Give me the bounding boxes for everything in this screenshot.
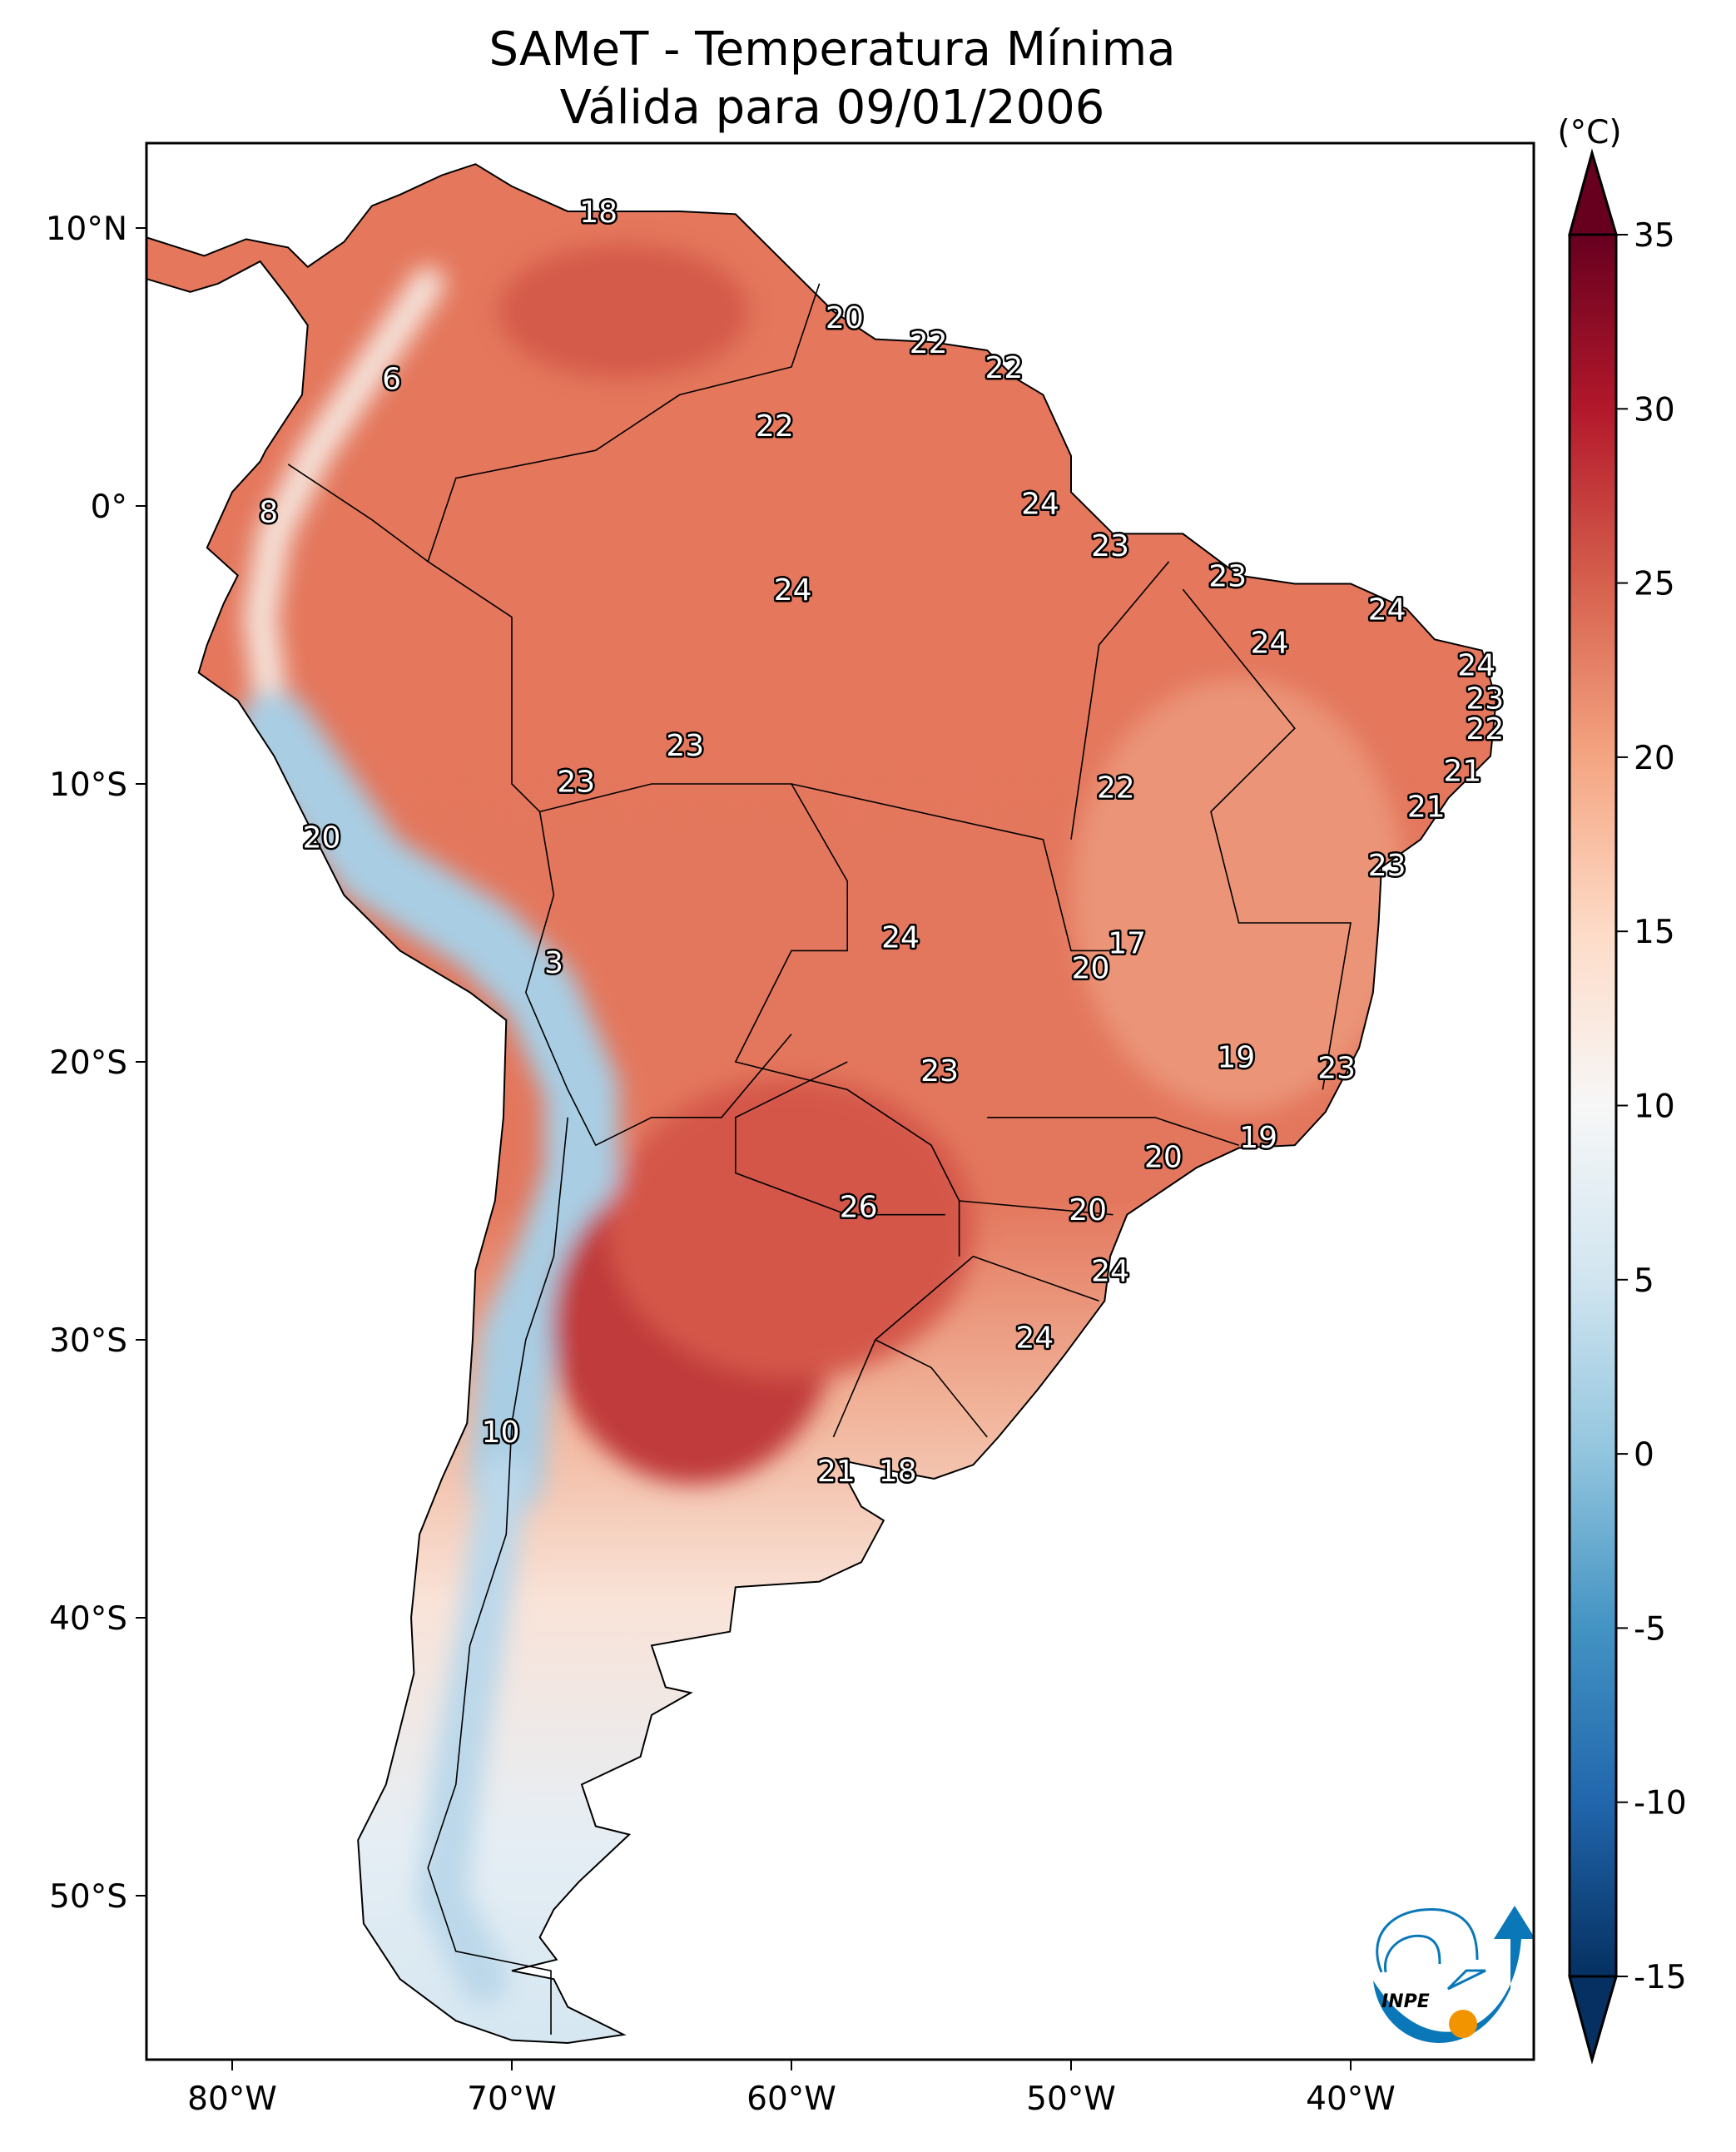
station-label: 23 bbox=[666, 729, 704, 763]
station-label: 23 bbox=[1317, 1052, 1356, 1086]
northern-andes-cool bbox=[243, 266, 445, 746]
x-tick-label: 40°W bbox=[1306, 2080, 1396, 2118]
station-label: 26 bbox=[840, 1191, 878, 1225]
station-label: 24 bbox=[1091, 1255, 1129, 1289]
colorbar: (°C) 35 30 25 20 15 10 5 0 -5 -10 -15 bbox=[1557, 114, 1687, 2065]
map-frame bbox=[145, 141, 1535, 2061]
colorbar-tick-label: 0 bbox=[1634, 1436, 1654, 1474]
station-label: 22 bbox=[985, 351, 1023, 385]
station-label: 24 bbox=[1251, 627, 1289, 661]
latitude-axis: 10°N 0° 10°S 20°S 30°S 40°S 50°S bbox=[46, 211, 146, 1916]
y-tick-label: 10°S bbox=[49, 766, 127, 804]
colorbar-tick-label: 10 bbox=[1634, 1088, 1675, 1126]
y-tick-label: 50°S bbox=[49, 1878, 127, 1916]
station-label: 23 bbox=[557, 766, 595, 800]
title-line-1: SAMeT - Temperatura Mínima bbox=[489, 22, 1175, 77]
station-label: 23 bbox=[1091, 529, 1129, 563]
colorbar-top-extension bbox=[1568, 148, 1619, 236]
x-tick-label: 80°W bbox=[187, 2080, 277, 2118]
colorbar-tick-label: 15 bbox=[1634, 914, 1675, 951]
station-label: 23 bbox=[1368, 849, 1406, 883]
station-label: 24 bbox=[881, 921, 920, 955]
coastline bbox=[146, 163, 1497, 2045]
y-tick-label: 30°S bbox=[49, 1322, 127, 1360]
x-tick-label: 50°W bbox=[1026, 2080, 1116, 2118]
border-line bbox=[875, 1255, 1099, 1341]
station-label: 20 bbox=[303, 821, 341, 855]
x-tick-label: 70°W bbox=[467, 2080, 557, 2118]
station-label: 21 bbox=[1443, 754, 1481, 788]
station-label: 23 bbox=[920, 1054, 959, 1088]
border-line bbox=[539, 783, 960, 1257]
border-line bbox=[427, 1117, 568, 2035]
y-tick-label: 10°N bbox=[46, 211, 127, 248]
colorbar-tick-label: -15 bbox=[1634, 1959, 1687, 1996]
colorbar-tick-label: 35 bbox=[1634, 217, 1675, 255]
border-line bbox=[987, 1117, 1239, 1146]
station-label: 22 bbox=[910, 326, 948, 360]
colorbar-bottom-extension bbox=[1568, 1975, 1618, 2065]
y-tick-label: 0° bbox=[91, 488, 127, 526]
border-line bbox=[287, 464, 541, 812]
station-label: 6 bbox=[382, 362, 401, 396]
station-label: 24 bbox=[1021, 488, 1059, 522]
station-label: 19 bbox=[1239, 1121, 1277, 1155]
station-label: 24 bbox=[1015, 1321, 1054, 1356]
border-line bbox=[427, 283, 821, 563]
station-label: 20 bbox=[826, 301, 864, 335]
venezuela-warm bbox=[498, 245, 749, 379]
station-label: 19 bbox=[1217, 1040, 1255, 1074]
station-label: 24 bbox=[774, 573, 812, 607]
station-label: 21 bbox=[1407, 791, 1446, 825]
border-line bbox=[524, 811, 792, 1147]
longitude-axis: 80°W 70°W 60°W 50°W 40°W bbox=[187, 2060, 1396, 2118]
station-label: 17 bbox=[1108, 926, 1146, 960]
station-label: 20 bbox=[1072, 951, 1110, 985]
station-label: 20 bbox=[1069, 1193, 1107, 1227]
colorbar-tick-label: 5 bbox=[1634, 1262, 1654, 1300]
station-label: 18 bbox=[879, 1455, 917, 1489]
colorbar-tick-label: -10 bbox=[1634, 1785, 1687, 1822]
colorbar-tick-label: -5 bbox=[1634, 1610, 1666, 1648]
inpe-logo-text: INPE bbox=[1381, 1991, 1430, 2012]
warm-area bbox=[608, 1078, 975, 1379]
station-label: 23 bbox=[1208, 560, 1247, 594]
station-label: 22 bbox=[1466, 712, 1504, 746]
border-line bbox=[832, 1339, 876, 1438]
station-label: 20 bbox=[1144, 1141, 1183, 1175]
title-line-2: Válida para 09/01/2006 bbox=[560, 81, 1105, 135]
border-line bbox=[959, 1200, 1114, 1216]
border-line bbox=[1182, 588, 1352, 1090]
station-label: 24 bbox=[1368, 593, 1406, 627]
colorbar-tick-label: 30 bbox=[1634, 391, 1675, 429]
station-label: 23 bbox=[1466, 682, 1504, 716]
border-line bbox=[791, 783, 1128, 952]
station-label: 3 bbox=[544, 946, 563, 980]
border-line bbox=[734, 1061, 945, 1216]
y-tick-label: 20°S bbox=[49, 1044, 127, 1082]
colorbar-tick-label: 25 bbox=[1634, 566, 1675, 603]
colorbar-unit: (°C) bbox=[1557, 114, 1621, 151]
y-tick-label: 40°S bbox=[49, 1600, 127, 1638]
station-label: 22 bbox=[756, 409, 794, 444]
central-andes-cold bbox=[236, 691, 619, 1516]
colorbar-tick-label: 20 bbox=[1634, 740, 1675, 777]
state-borders bbox=[287, 283, 1352, 2035]
border-line bbox=[875, 1339, 988, 1438]
station-label: 24 bbox=[1457, 648, 1495, 682]
x-tick-label: 60°W bbox=[746, 2080, 836, 2118]
border-line bbox=[1070, 561, 1170, 840]
station-label: 10 bbox=[482, 1416, 520, 1450]
brazil-plateau-cooler bbox=[1072, 678, 1406, 1112]
inpe-logo: INPE bbox=[1373, 1906, 1534, 2043]
station-label: 18 bbox=[579, 196, 618, 230]
station-label: 22 bbox=[1097, 771, 1135, 805]
station-label: 8 bbox=[259, 496, 278, 530]
colorbar-body bbox=[1568, 148, 1618, 2065]
station-label: 21 bbox=[817, 1455, 856, 1489]
